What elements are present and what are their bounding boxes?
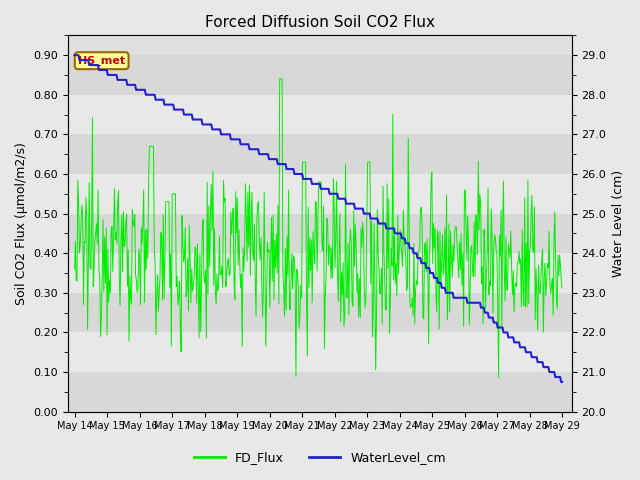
Y-axis label: Water Level (cm): Water Level (cm)	[612, 170, 625, 277]
FD_Flux	[438, 232, 446, 238]
FD_Flux	[196, 251, 204, 257]
WaterLevel_cm	[547, 369, 554, 375]
WaterLevel_cm	[335, 196, 342, 202]
WaterLevel_cm	[470, 300, 478, 306]
Bar	[68, 134, 572, 174]
FD_Flux	[157, 229, 164, 235]
FD_Flux	[359, 219, 367, 225]
FD_Flux	[558, 285, 566, 291]
FD_Flux	[276, 76, 284, 82]
WaterLevel_cm	[302, 176, 310, 182]
Bar	[68, 293, 572, 333]
Legend: FD_Flux, WaterLevel_cm: FD_Flux, WaterLevel_cm	[189, 446, 451, 469]
Line: WaterLevel_cm: WaterLevel_cm	[74, 55, 562, 382]
Bar	[68, 174, 572, 214]
Bar	[68, 214, 572, 253]
Bar	[68, 372, 572, 412]
Bar	[68, 253, 572, 293]
Bar	[68, 55, 572, 95]
WaterLevel_cm	[361, 211, 369, 216]
WaterLevel_cm	[557, 379, 565, 385]
Text: HS_met: HS_met	[78, 56, 125, 66]
Title: Forced Diffusion Soil CO2 Flux: Forced Diffusion Soil CO2 Flux	[205, 15, 435, 30]
Bar	[68, 95, 572, 134]
WaterLevel_cm	[558, 379, 566, 385]
FD_Flux	[397, 243, 404, 249]
Bar	[68, 333, 572, 372]
WaterLevel_cm	[70, 52, 78, 58]
FD_Flux	[70, 266, 78, 272]
Y-axis label: Soil CO2 Flux (μmol/m2/s): Soil CO2 Flux (μmol/m2/s)	[15, 142, 28, 305]
FD_Flux	[495, 374, 502, 380]
WaterLevel_cm	[305, 176, 313, 182]
FD_Flux	[292, 374, 300, 380]
Line: FD_Flux: FD_Flux	[74, 79, 562, 377]
